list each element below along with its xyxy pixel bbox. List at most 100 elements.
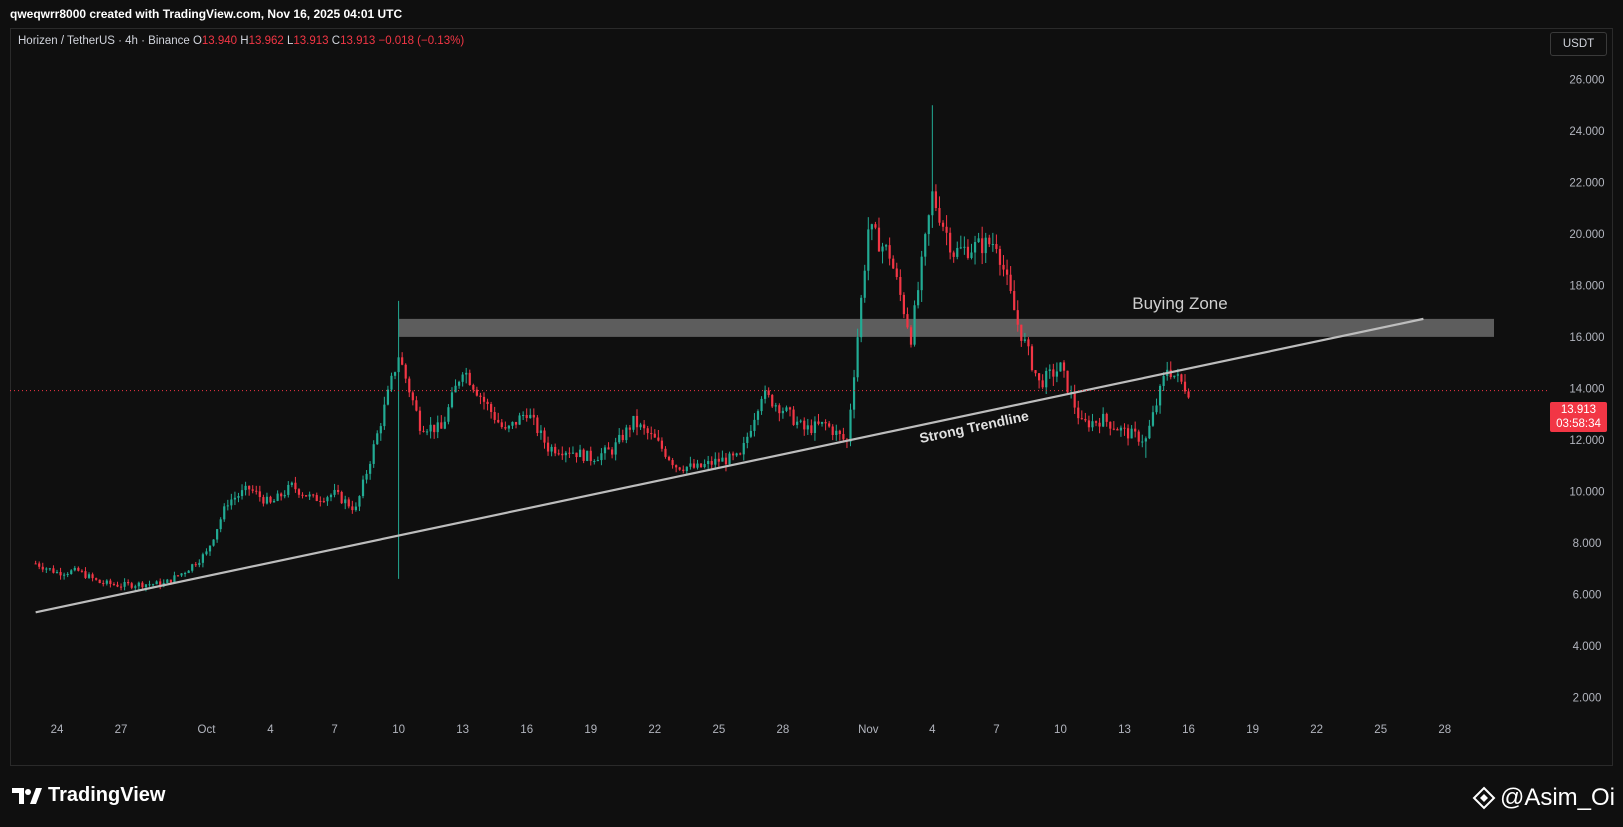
candle-body[interactable]: [525, 415, 528, 419]
candle-body[interactable]: [710, 461, 713, 465]
candle-body[interactable]: [628, 427, 631, 430]
candle-body[interactable]: [653, 433, 656, 438]
candle-body[interactable]: [233, 497, 237, 500]
candle-body[interactable]: [906, 314, 909, 328]
candle-body[interactable]: [892, 258, 895, 269]
candle-body[interactable]: [361, 479, 365, 497]
candle-body[interactable]: [774, 405, 777, 407]
candle-body[interactable]: [1187, 391, 1190, 398]
candle-body[interactable]: [927, 215, 930, 235]
candle-body[interactable]: [344, 499, 347, 504]
candle-body[interactable]: [963, 246, 966, 248]
candle-body[interactable]: [828, 423, 831, 427]
candle-body[interactable]: [682, 469, 685, 472]
candle-body[interactable]: [294, 482, 297, 490]
candle-body[interactable]: [867, 229, 870, 271]
candle-body[interactable]: [45, 568, 48, 570]
candle-body[interactable]: [379, 426, 382, 434]
candle-body[interactable]: [760, 398, 763, 412]
candle-body[interactable]: [785, 407, 788, 411]
candle-body[interactable]: [41, 566, 44, 570]
candle-body[interactable]: [358, 496, 361, 507]
candle-body[interactable]: [119, 586, 123, 588]
candle-body[interactable]: [1041, 380, 1044, 388]
candle-body[interactable]: [166, 579, 169, 583]
candle-body[interactable]: [621, 434, 624, 441]
candle-body[interactable]: [895, 268, 898, 277]
candle-body[interactable]: [397, 357, 400, 373]
candle-body[interactable]: [465, 372, 468, 375]
candle-body[interactable]: [290, 482, 293, 485]
candle-body[interactable]: [151, 584, 155, 586]
candle-body[interactable]: [461, 374, 464, 382]
candle-body[interactable]: [425, 431, 429, 433]
candle-body[interactable]: [931, 191, 934, 216]
candle-body[interactable]: [568, 452, 571, 454]
candle-body[interactable]: [1151, 412, 1155, 426]
candle-body[interactable]: [1126, 428, 1130, 439]
candle-body[interactable]: [753, 419, 756, 431]
candle-body[interactable]: [55, 571, 59, 573]
candle-body[interactable]: [920, 256, 923, 291]
candle-body[interactable]: [646, 428, 649, 434]
candle-body[interactable]: [582, 449, 585, 461]
candle-body[interactable]: [817, 421, 820, 424]
candle-body[interactable]: [433, 424, 436, 433]
candle-body[interactable]: [810, 425, 813, 433]
candle-body[interactable]: [1155, 405, 1158, 413]
candle-body[interactable]: [536, 417, 539, 434]
candle-body[interactable]: [888, 245, 891, 259]
candle-body[interactable]: [1052, 369, 1055, 377]
candle-body[interactable]: [685, 466, 688, 472]
candle-body[interactable]: [899, 276, 902, 295]
candle-body[interactable]: [842, 434, 845, 440]
candle-body[interactable]: [991, 244, 994, 246]
candle-body[interactable]: [539, 430, 543, 434]
candle-body[interactable]: [304, 495, 308, 497]
candle-body[interactable]: [571, 452, 575, 454]
candle-body[interactable]: [675, 465, 678, 468]
candle-body[interactable]: [529, 414, 532, 419]
candle-body[interactable]: [1176, 374, 1179, 376]
candle-body[interactable]: [326, 497, 329, 502]
candle-body[interactable]: [440, 422, 443, 429]
candle-body[interactable]: [240, 490, 244, 497]
candle-body[interactable]: [607, 447, 610, 450]
candle-body[interactable]: [66, 573, 69, 575]
candle-body[interactable]: [625, 427, 628, 441]
candle-body[interactable]: [554, 446, 557, 454]
candle-body[interactable]: [237, 496, 240, 498]
candle-body[interactable]: [176, 575, 180, 577]
candle-body[interactable]: [796, 421, 799, 425]
candle-body[interactable]: [127, 582, 130, 584]
candle-body[interactable]: [144, 584, 148, 588]
candle-body[interactable]: [1045, 370, 1048, 388]
candle-body[interactable]: [902, 294, 905, 315]
candle-body[interactable]: [102, 583, 105, 585]
candle-body[interactable]: [59, 571, 62, 576]
candle-body[interactable]: [251, 489, 254, 491]
candle-body[interactable]: [265, 496, 269, 504]
candle-body[interactable]: [1062, 362, 1066, 371]
candle-body[interactable]: [280, 493, 283, 497]
tradingview-logo[interactable]: TradingView: [12, 784, 165, 807]
candle-body[interactable]: [283, 494, 286, 497]
candle-body[interactable]: [1066, 370, 1069, 393]
candle-body[interactable]: [91, 574, 94, 579]
candle-body[interactable]: [418, 410, 422, 431]
candle-body[interactable]: [771, 394, 774, 407]
candle-body[interactable]: [995, 244, 998, 249]
candle-body[interactable]: [596, 460, 599, 462]
candle-body[interactable]: [610, 449, 614, 455]
candle-body[interactable]: [262, 497, 265, 504]
candle-body[interactable]: [678, 467, 681, 470]
candle-body[interactable]: [1023, 339, 1026, 341]
candle-body[interactable]: [490, 404, 493, 413]
candle-body[interactable]: [429, 424, 432, 432]
candle-body[interactable]: [806, 425, 809, 430]
candle-body[interactable]: [1080, 418, 1083, 420]
candle-body[interactable]: [1020, 324, 1023, 341]
candle-body[interactable]: [518, 415, 521, 425]
candle-body[interactable]: [365, 473, 368, 480]
candle-body[interactable]: [415, 400, 418, 411]
